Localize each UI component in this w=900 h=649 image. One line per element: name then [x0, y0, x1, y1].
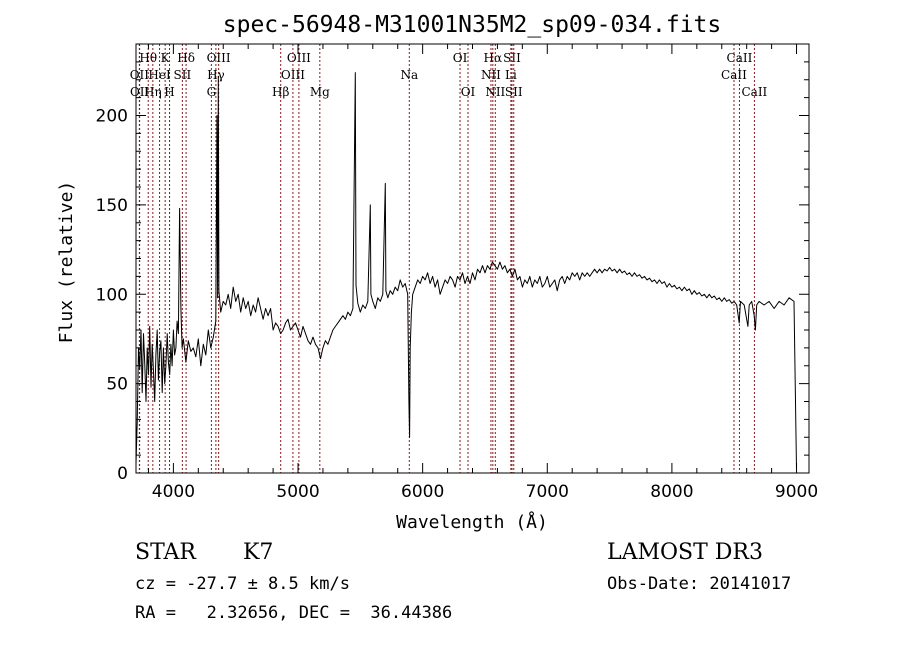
line-marker-label-3: K: [161, 51, 171, 65]
line-marker-label-22: Li: [505, 68, 517, 82]
axes: 4000 5000 6000 7000 8000 9000 0 50 100 150 200: [96, 43, 818, 502]
spectrum-line-0: [135, 72, 797, 470]
x-tick-label: 6000: [401, 482, 444, 502]
line-marker-label-12: OIII: [287, 51, 311, 65]
line-marker-label-17: OI: [453, 51, 468, 65]
line-marker-label-5: Hη: [144, 85, 162, 99]
coordinates: RA = 2.32656, DEC = 36.44386: [135, 603, 453, 623]
chart-title: spec-56948-M31001N35M2_sp09-034.fits: [223, 12, 722, 38]
line-marker-label-16: Na: [400, 68, 418, 82]
y-tick-label: 100: [96, 285, 128, 305]
spectrum-series: [135, 72, 797, 470]
x-tick-label: 8000: [650, 482, 693, 502]
survey-name: LAMOST DR3: [607, 540, 763, 565]
line-marker-label-6: Hδ: [177, 51, 195, 65]
line-marker-label-25: CaII: [727, 51, 753, 65]
line-marker-label-14: Hβ: [272, 85, 289, 99]
y-tick-label: 0: [117, 464, 128, 484]
object-subclass: K7: [243, 540, 274, 565]
line-marker-label-9: OIII: [207, 51, 231, 65]
line-marker-label-21: NII: [481, 68, 501, 82]
line-marker-label-19: Hα: [484, 51, 503, 65]
line-marker-label-2: OII: [130, 85, 150, 99]
line-marker-label-20: SII: [503, 51, 521, 65]
line-marker-label-7: SII: [174, 68, 192, 82]
y-tick-label: 150: [96, 196, 128, 216]
line-marker-label-27: CaII: [741, 85, 767, 99]
line-marker-label-1: OII: [130, 68, 150, 82]
line-marker-label-4: HeI: [148, 68, 171, 82]
plot-frame: [135, 43, 810, 474]
line-marker-label-13: OIII: [281, 68, 305, 82]
y-axis-label: Flux (relative): [56, 181, 77, 344]
y-tick-label: 50: [106, 375, 128, 395]
line-marker-label-10: Hγ: [207, 68, 225, 82]
x-tick-label: 5000: [276, 482, 319, 502]
x-axis-label: Wavelength (Å): [396, 511, 548, 533]
line-marker-label-8: H: [164, 85, 174, 99]
line-marker-label-18: OI: [461, 85, 476, 99]
line-marker-label-24: SII: [505, 85, 523, 99]
line-marker-label-23: NII: [485, 85, 505, 99]
observation-date: Obs-Date: 20141017: [607, 574, 792, 594]
x-tick-label: 4000: [152, 482, 195, 502]
x-tick-label: 7000: [526, 482, 569, 502]
y-tick-label: 200: [96, 107, 128, 127]
redshift-velocity: cz = -27.7 ± 8.5 km/s: [135, 574, 350, 594]
line-marker-label-0: Hθ: [139, 51, 157, 65]
line-marker-label-26: CaII: [721, 68, 747, 82]
line-marker-label-15: Mg: [310, 85, 330, 99]
x-tick-label: 9000: [775, 482, 818, 502]
line-marker-label-11: G: [207, 85, 217, 99]
object-type: STAR: [135, 540, 196, 565]
